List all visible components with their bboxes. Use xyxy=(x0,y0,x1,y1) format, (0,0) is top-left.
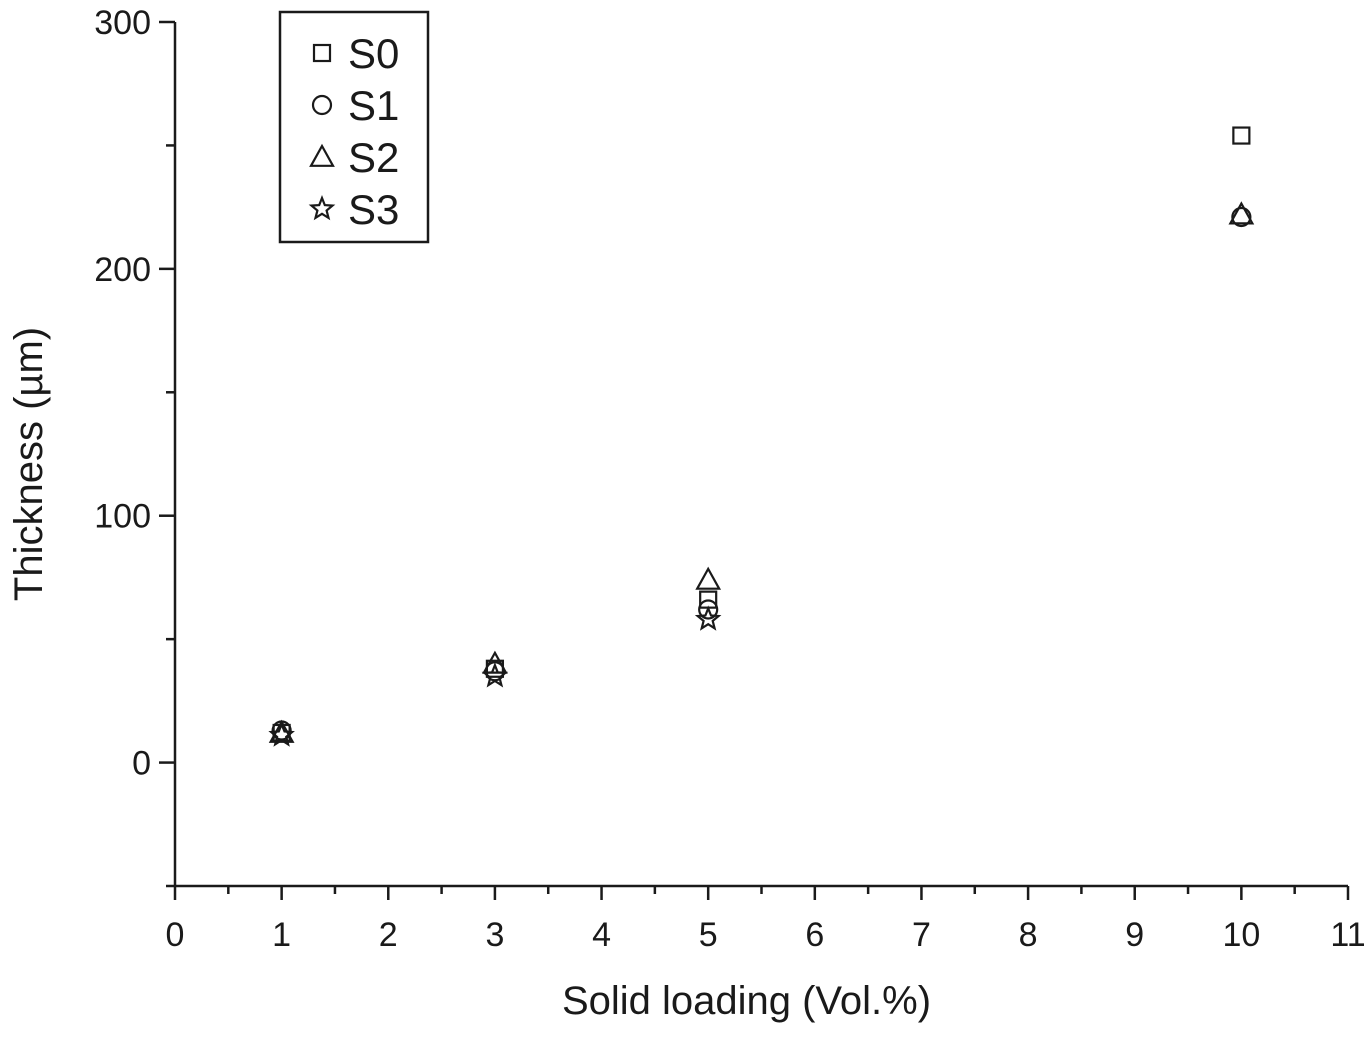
legend-label: S1 xyxy=(348,82,399,129)
x-tick-label: 7 xyxy=(912,916,931,954)
x-tick-label: 9 xyxy=(1125,916,1144,954)
x-tick-label: 4 xyxy=(592,916,611,954)
legend: S0 S1 S2 S3 xyxy=(278,10,430,244)
y-tick-label: 300 xyxy=(94,4,151,42)
legend-marker-s0 xyxy=(312,43,332,63)
data-point-s1 xyxy=(1231,206,1252,228)
legend-label: S0 xyxy=(348,30,399,77)
y-tick-label: 0 xyxy=(132,745,151,783)
y-tick-label: 200 xyxy=(94,251,151,289)
x-tick-label: 6 xyxy=(805,916,824,954)
x-tick-label: 11 xyxy=(1330,916,1365,954)
data-point-s1 xyxy=(698,599,719,620)
y-axis-label: Thickness (µm) xyxy=(7,327,51,601)
x-tick-label: 10 xyxy=(1222,916,1260,954)
data-point-s2 xyxy=(482,650,508,674)
series-s2 xyxy=(268,201,1255,743)
x-tick-label: 5 xyxy=(699,916,718,954)
legend-item-s3: S3 xyxy=(308,186,399,233)
data-point-s0 xyxy=(1232,126,1251,145)
series-s3 xyxy=(268,605,722,747)
legend-marker-s2 xyxy=(309,143,335,167)
y-tick-label: 100 xyxy=(94,498,151,536)
data-point-s3 xyxy=(694,605,722,631)
data-point-s3 xyxy=(481,662,509,688)
series-s1 xyxy=(271,206,1252,741)
legend-label: S2 xyxy=(348,134,399,181)
legend-label: S3 xyxy=(348,186,399,233)
data-point-s2 xyxy=(1228,201,1255,225)
data-point-s2 xyxy=(695,566,722,590)
data-points xyxy=(268,126,1255,747)
y-axis-ticks: 0 100 200 300 xyxy=(94,4,175,888)
legend-item-s1: S1 xyxy=(311,82,399,129)
x-tick-label: 0 xyxy=(166,916,185,954)
x-tick-label: 8 xyxy=(1019,916,1038,954)
x-axis-label: Solid loading (Vol.%) xyxy=(562,979,931,1023)
x-tick-label: 1 xyxy=(272,916,291,954)
x-axis-ticks: 0 1 2 3 4 5 6 7 8 9 10 11 xyxy=(166,886,1366,954)
legend-item-s2: S2 xyxy=(309,134,399,181)
x-tick-label: 2 xyxy=(379,916,398,954)
x-tick-label: 3 xyxy=(485,916,504,954)
legend-marker-s1 xyxy=(311,94,333,116)
legend-marker-s3 xyxy=(308,195,336,221)
legend-box xyxy=(278,10,430,244)
data-point-s3 xyxy=(268,721,295,747)
legend-item-s0: S0 xyxy=(312,30,399,77)
